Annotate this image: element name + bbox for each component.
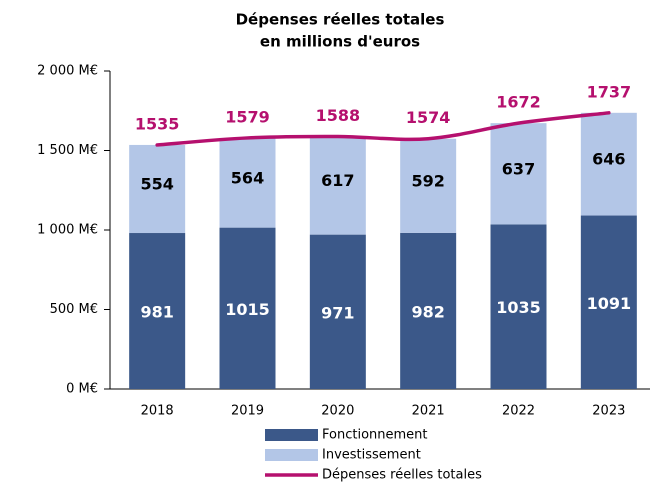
bar [400, 138, 457, 233]
legend-label: Fonctionnement [322, 428, 428, 443]
line-label: 1579 [225, 107, 270, 126]
bar [309, 136, 366, 235]
bar-label: 982 [411, 302, 444, 321]
y-tick-label: 500 M€ [50, 302, 98, 317]
y-tick-label: 1 000 M€ [37, 223, 98, 238]
bar-label: 554 [140, 174, 173, 193]
x-tick-label: 2018 [141, 404, 174, 419]
x-tick-label: 2021 [412, 404, 445, 419]
x-tick-label: 2023 [592, 404, 625, 419]
bar [309, 234, 366, 389]
bar [219, 227, 276, 389]
x-tick-label: 2020 [321, 404, 354, 419]
bar [219, 137, 276, 228]
bar [129, 233, 186, 389]
bar-label: 1035 [496, 298, 541, 317]
y-tick-label: 1 500 M€ [37, 143, 98, 158]
bar-label: 592 [411, 171, 444, 190]
chart-subtitle: en millions d'euros [260, 33, 420, 51]
y-tick-label: 0 M€ [66, 382, 98, 397]
bar-label: 1015 [225, 300, 270, 319]
x-tick-label: 2019 [231, 404, 264, 419]
line-label: 1535 [135, 114, 180, 133]
bar-label: 637 [502, 159, 535, 178]
bar [490, 224, 547, 389]
bar [580, 112, 637, 216]
bar-label: 971 [321, 303, 354, 322]
bar [129, 144, 186, 234]
line-label: 1672 [496, 93, 541, 112]
bar-label: 1091 [587, 294, 632, 313]
x-tick-label: 2022 [502, 404, 535, 419]
chart-title: Dépenses réelles totales [236, 11, 445, 29]
y-tick-label: 2 000 M€ [37, 64, 98, 79]
bar-label: 646 [592, 150, 625, 169]
bar [490, 123, 547, 225]
legend-label: Dépenses réelles totales [322, 468, 482, 483]
legend-label: Investissement [322, 448, 421, 463]
bar-label: 564 [231, 168, 264, 187]
line [155, 111, 611, 147]
bar [400, 232, 457, 389]
line-label: 1737 [587, 82, 632, 101]
line-label: 1574 [406, 108, 451, 127]
bar [580, 215, 637, 389]
bar-label: 981 [140, 303, 173, 322]
legend-swatch [265, 429, 318, 441]
line-label: 1588 [316, 106, 361, 125]
legend-swatch [265, 449, 318, 461]
bar-label: 617 [321, 171, 354, 190]
